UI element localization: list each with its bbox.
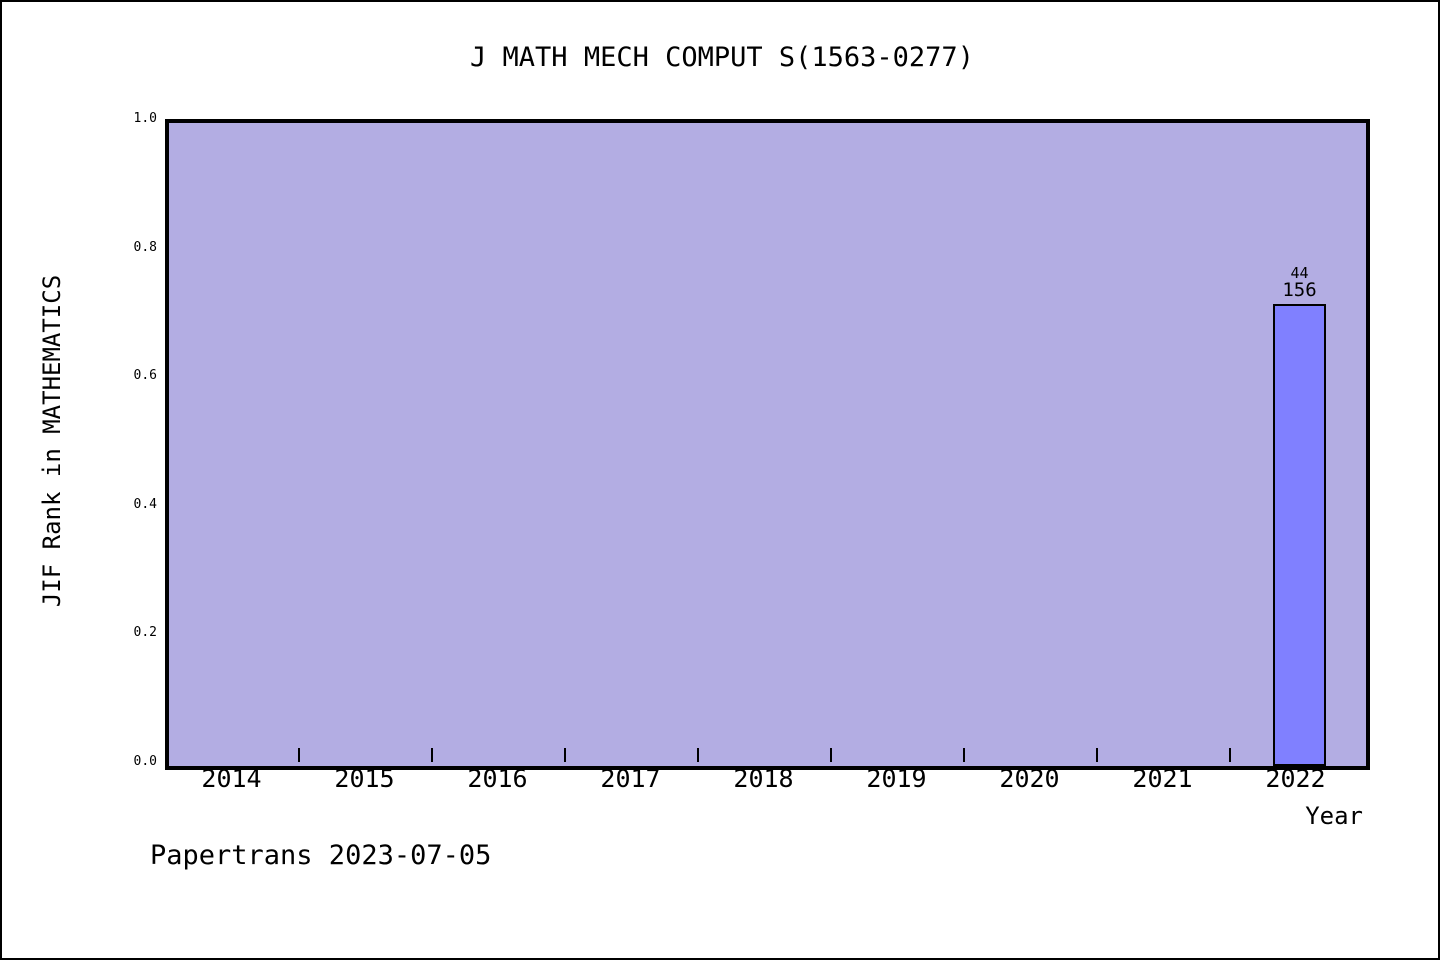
plot-area: 44 156 xyxy=(165,119,1370,770)
bar-2022[interactable] xyxy=(1272,304,1327,766)
y-tick-label-0.8: 0.8 xyxy=(133,239,157,255)
x-tick-label-2014: 2014 xyxy=(201,764,262,793)
x-tick-mark-3 xyxy=(564,748,566,762)
y-tick-label-1.0: 1.0 xyxy=(133,111,157,126)
x-tick-mark-6 xyxy=(963,748,965,762)
bar-total-value: 156 xyxy=(1282,279,1317,302)
footer-note: Papertrans 2023-07-05 xyxy=(150,840,492,871)
y-axis-label: JIF Rank in MATHEMATICS xyxy=(38,274,66,607)
x-tick-label-2019: 2019 xyxy=(866,764,927,793)
y-tick-label-0.2: 0.2 xyxy=(133,625,157,641)
x-axis-tick-labels: 2014 2015 2016 2017 2018 2019 2020 2021 2022 xyxy=(165,764,1362,798)
x-tick-mark-8 xyxy=(1229,748,1231,762)
chart-title: J MATH MECH COMPUT S(1563-0277) xyxy=(470,42,974,73)
bar-value-label-2022: 44 156 xyxy=(1240,266,1360,300)
x-tick-label-2017: 2017 xyxy=(600,764,661,793)
y-tick-label-0.0: 0.0 xyxy=(133,754,157,769)
x-tick-label-2021: 2021 xyxy=(1132,764,1193,793)
x-tick-mark-4 xyxy=(697,748,699,762)
x-tick-label-2020: 2020 xyxy=(999,764,1060,793)
bar-rank-value: 44 xyxy=(1290,264,1309,283)
y-tick-label-0.4: 0.4 xyxy=(133,496,157,512)
x-axis-label: Year xyxy=(1305,802,1363,830)
x-tick-mark-2 xyxy=(431,748,433,762)
x-tick-mark-1 xyxy=(298,748,300,762)
x-axis-tick-marks xyxy=(165,748,1362,762)
x-tick-label-2022: 2022 xyxy=(1265,764,1326,793)
x-tick-mark-7 xyxy=(1096,748,1098,762)
x-tick-label-2018: 2018 xyxy=(733,764,794,793)
y-axis-label-container: JIF Rank in MATHEMATICS xyxy=(2,119,102,762)
x-tick-label-2015: 2015 xyxy=(334,764,395,793)
x-tick-mark-5 xyxy=(830,748,832,762)
plot-inner: 44 156 xyxy=(169,123,1366,766)
y-tick-label-0.6: 0.6 xyxy=(133,368,157,384)
x-tick-label-2016: 2016 xyxy=(467,764,528,793)
y-axis-tick-labels: 0.0 0.2 0.4 0.6 0.8 1.0 xyxy=(102,111,157,769)
